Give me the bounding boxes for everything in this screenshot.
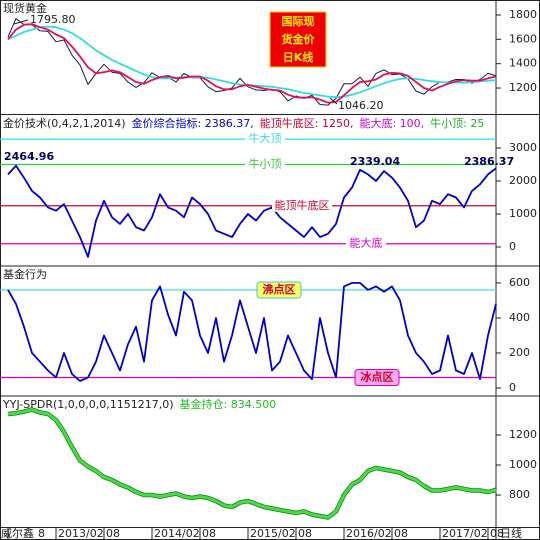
x-tick-label: 08 (202, 527, 216, 540)
ref-label-bg (245, 133, 285, 146)
x-tick-label: 2014/02 (154, 527, 200, 540)
annotation-arrow (329, 97, 338, 105)
value-label: 2339.04 (350, 155, 400, 168)
ref-label-bg (346, 237, 386, 250)
box-text: 国际现 (282, 14, 315, 28)
zone-box (256, 281, 302, 299)
series-line (7, 408, 497, 519)
ref-label: 能顶牛底区 (275, 198, 330, 212)
y-tick-label: 0 (509, 240, 516, 253)
legend-entry: 能顶牛底区: 1250, (260, 116, 354, 130)
y-tick-label: 1400 (509, 57, 537, 70)
panel-title: YYJ-SPDR(1,0,0,0,0,1151217,0) 基金持仓: 834.5… (2, 397, 276, 411)
y-tick-label: 0 (509, 381, 516, 394)
y-tick-label: 400 (509, 311, 530, 324)
box-text: 货金价 (281, 32, 316, 46)
y-tick-label: 3000 (509, 141, 537, 154)
y-tick-label: 1000 (509, 458, 537, 471)
annotation: 1046.20 (338, 99, 384, 112)
panel-title: 基金行为 (3, 267, 47, 281)
zone-box (354, 368, 400, 386)
series-line (7, 18, 497, 106)
y-tick-label: 1200 (509, 428, 537, 441)
legend-entry: 牛小顶: 25 (430, 116, 484, 130)
x-tick-label: 2016/02 (346, 527, 392, 540)
panel-title-text: 基金行为 (3, 267, 47, 281)
series-line (7, 282, 497, 382)
ref-label-bg (245, 158, 285, 171)
y-tick-label: 1800 (509, 8, 537, 21)
series-line (7, 164, 497, 258)
y-tick-label: 1600 (509, 32, 537, 45)
x-tick-label: 2017/02 (442, 527, 488, 540)
annotation: 1795.80 (30, 13, 76, 26)
panel-title-text: 现货黄金 (3, 1, 47, 15)
x-tick-label: 08 (106, 527, 120, 540)
ref-label: 牛大顶 (249, 131, 282, 145)
annotation-arrow (13, 19, 29, 25)
x-tick-label: 08 (394, 527, 408, 540)
panel-title-text: 金价技术(0,4,2,1,2014) (3, 116, 126, 130)
legend-entry: 金价综合指标: 2386.37, (132, 116, 254, 130)
x-axis-right-label: 日线 (500, 526, 522, 540)
value-label: 2386.37 (464, 155, 514, 168)
x-tick-label: 2015/02 (250, 527, 296, 540)
ref-label: 牛小顶 (249, 157, 282, 171)
panel-title: 现货黄金 (3, 1, 47, 15)
legend-entry: 能大底: 100, (359, 116, 424, 130)
x-tick-label: 08 (298, 527, 312, 540)
ref-label-bg (272, 199, 332, 212)
x-tick-label: 08 (490, 527, 504, 540)
y-tick-label: 1200 (509, 81, 537, 94)
value-label: 2464.96 (4, 150, 54, 163)
x-axis-left-label: 威尔鑫 (1, 526, 34, 540)
series-line (7, 23, 497, 104)
x-tick-label: 8 (38, 527, 45, 540)
title-box (269, 11, 327, 68)
y-tick-label: 2000 (509, 174, 537, 187)
zone-label: 冰点区 (361, 369, 394, 383)
y-tick-label: 200 (509, 346, 530, 359)
ref-label: 能大底 (350, 236, 383, 250)
y-tick-label: 600 (509, 276, 530, 289)
x-tick-label: 2013/02 (58, 527, 104, 540)
legend-entry: 基金持仓: 834.500 (180, 397, 277, 411)
zone-label: 沸点区 (263, 282, 296, 296)
box-text: 日K线 (283, 50, 314, 64)
panel-title-text: YYJ-SPDR(1,0,0,0,0,1151217,0) (2, 398, 174, 411)
y-tick-label: 1000 (509, 207, 537, 220)
panel-title: 金价技术(0,4,2,1,2014) 金价综合指标: 2386.37, 能顶牛底区:… (3, 116, 484, 130)
y-tick-label: 800 (509, 488, 530, 501)
